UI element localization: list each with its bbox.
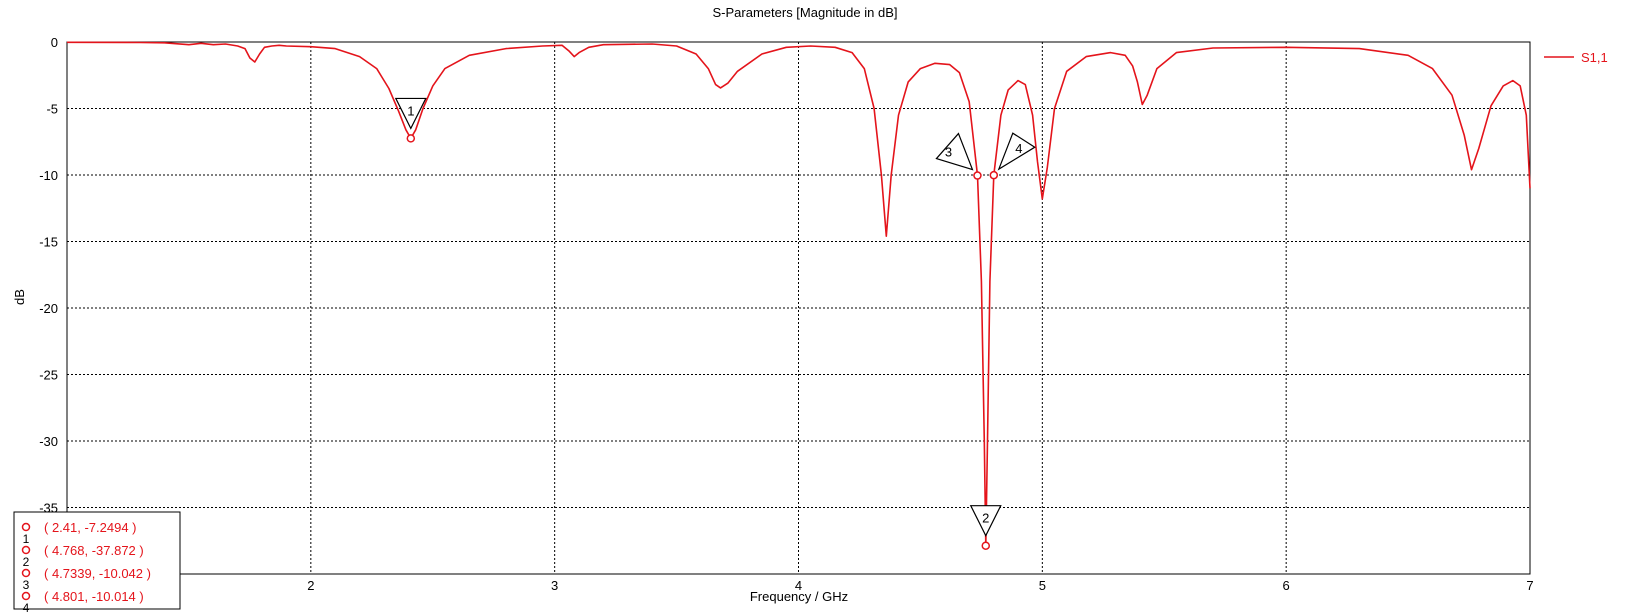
- marker-table-row: 4 ( 4.801, -10.014 ): [21, 589, 144, 613]
- marker-table-symbol: [21, 522, 31, 532]
- marker-table: 1 ( 2.41, -7.2494 ) 2 ( 4.768, -37.872 ) 3 ( …: [13, 511, 181, 613]
- y-tick-label: 0: [51, 35, 58, 50]
- marker-triangle: [997, 132, 1036, 171]
- marker-2: 2: [969, 505, 1002, 550]
- marker-triangle: [969, 505, 1002, 538]
- grid-lines: [67, 42, 1530, 574]
- x-tick-label: 6: [1283, 578, 1290, 593]
- chart-title: S-Parameters [Magnitude in dB]: [713, 5, 898, 20]
- marker-table-value: ( 4.7339, -10.042 ): [44, 566, 151, 581]
- x-tick-label: 2: [307, 578, 314, 593]
- marker-point: [406, 134, 416, 143]
- y-axis-ticks: 0-5-10-15-20-25-30-35: [39, 35, 58, 516]
- y-tick-label: -5: [46, 102, 58, 117]
- marker-table-value: ( 2.41, -7.2494 ): [44, 520, 137, 535]
- marker-table-value: ( 4.801, -10.014 ): [44, 589, 144, 604]
- marker-4: 4: [989, 132, 1036, 180]
- marker-triangle: [935, 132, 974, 171]
- y-tick-label: -10: [39, 168, 58, 183]
- marker-1: 1: [394, 97, 427, 143]
- marker-id-label: 3: [945, 145, 952, 160]
- y-tick-label: -25: [39, 368, 58, 383]
- marker-point: [989, 170, 999, 180]
- marker-table-symbol: [21, 545, 31, 555]
- marker-table-box: [13, 511, 181, 610]
- x-axis-label: Frequency / GHz: [750, 589, 848, 604]
- x-tick-label: 4: [795, 578, 802, 593]
- x-tick-label: 3: [551, 578, 558, 593]
- marker-table-row: 1 ( 2.41, -7.2494 ): [21, 520, 137, 546]
- y-tick-label: -15: [39, 235, 58, 250]
- marker-table-value: ( 4.768, -37.872 ): [44, 543, 144, 558]
- marker-id-label: 1: [407, 103, 414, 118]
- y-tick-label: -20: [39, 301, 58, 316]
- marker-id-label: 4: [1015, 141, 1022, 156]
- markers: 1 2 3 4: [394, 97, 1036, 550]
- x-tick-label: 5: [1039, 578, 1046, 593]
- marker-table-symbol: [21, 591, 31, 601]
- marker-table-row: 3 ( 4.7339, -10.042 ): [21, 566, 151, 592]
- series-line-s11: [66, 41, 1531, 547]
- plot-area-frame: [66, 41, 1531, 575]
- legend: S1,1: [1544, 50, 1608, 65]
- x-tick-label: 7: [1526, 578, 1533, 593]
- marker-triangle: [394, 97, 427, 130]
- marker-table-id: 4: [23, 601, 30, 613]
- legend-label: S1,1: [1581, 50, 1608, 65]
- marker-table-symbol: [21, 568, 31, 578]
- y-tick-label: -30: [39, 434, 58, 449]
- marker-table-row: 2 ( 4.768, -37.872 ): [21, 543, 144, 569]
- y-axis-label: dB: [12, 289, 27, 305]
- marker-point: [973, 171, 982, 180]
- marker-point: [981, 541, 991, 550]
- x-axis-ticks: 2 3 4 5 6 7: [307, 578, 1533, 593]
- marker-id-label: 2: [982, 511, 989, 526]
- marker-3: 3: [935, 132, 982, 180]
- marker-table-id: 2: [23, 555, 30, 569]
- marker-table-id: 1: [23, 532, 30, 546]
- marker-table-id: 3: [23, 578, 30, 592]
